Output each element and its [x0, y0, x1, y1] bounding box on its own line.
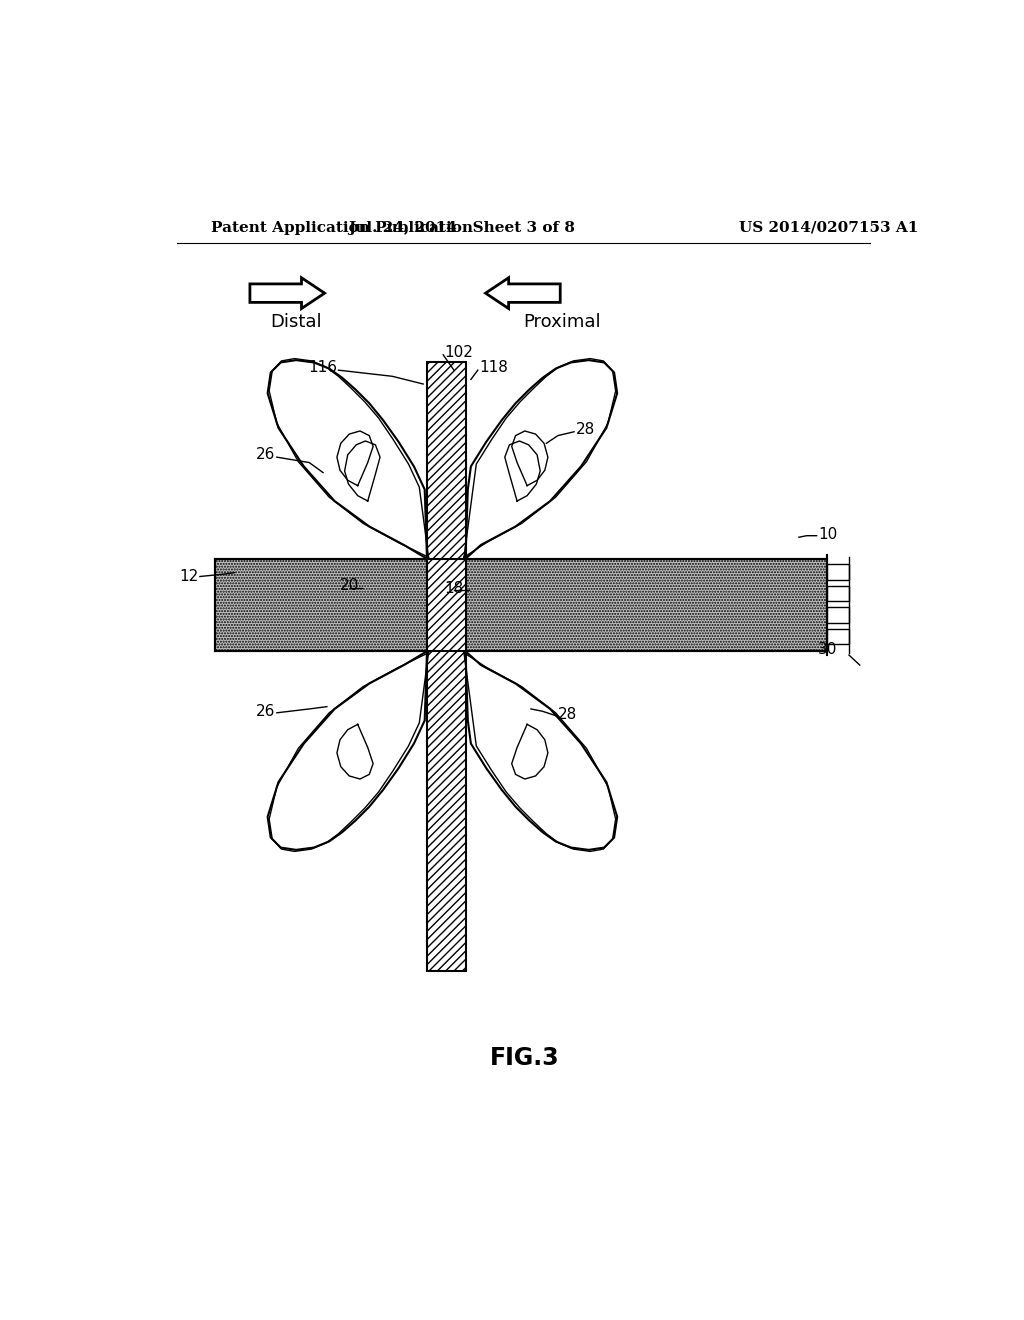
Text: 10: 10	[818, 527, 838, 541]
Bar	[215, 558, 827, 651]
Text: 18: 18	[444, 581, 464, 595]
Bar	[827, 564, 849, 579]
Text: 116: 116	[308, 360, 337, 375]
Text: Jul. 24, 2014   Sheet 3 of 8: Jul. 24, 2014 Sheet 3 of 8	[348, 220, 575, 235]
Text: 26: 26	[256, 704, 275, 719]
Text: 28: 28	[575, 422, 595, 437]
Bar	[827, 628, 849, 644]
Text: 102: 102	[444, 345, 473, 360]
Text: Distal: Distal	[270, 313, 322, 330]
Polygon shape	[485, 277, 560, 309]
Text: 28: 28	[558, 706, 578, 722]
Text: 12: 12	[179, 569, 199, 583]
Text: 118: 118	[479, 360, 508, 375]
Polygon shape	[250, 277, 325, 309]
Bar	[427, 363, 466, 970]
Text: US 2014/0207153 A1: US 2014/0207153 A1	[739, 220, 919, 235]
Bar	[827, 607, 849, 623]
Text: 30: 30	[818, 642, 838, 657]
Text: Patent Application Publication: Patent Application Publication	[211, 220, 473, 235]
Text: 20: 20	[340, 578, 359, 593]
Text: Proximal: Proximal	[523, 313, 600, 330]
Bar	[827, 586, 849, 601]
Text: 26: 26	[256, 447, 275, 462]
Text: FIG.3: FIG.3	[490, 1045, 559, 1069]
